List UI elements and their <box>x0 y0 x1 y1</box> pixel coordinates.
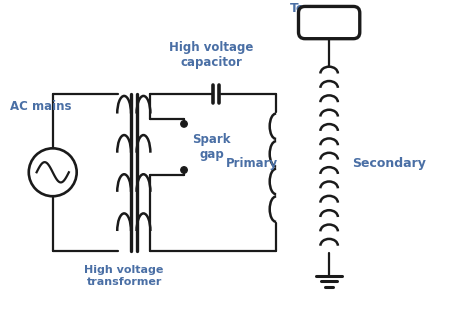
Text: High voltage
capacitor: High voltage capacitor <box>170 41 254 69</box>
Text: Primary: Primary <box>226 157 278 170</box>
Text: Torus: Torus <box>290 2 328 15</box>
Text: AC mains: AC mains <box>10 100 72 113</box>
Text: Secondary: Secondary <box>352 157 426 170</box>
Circle shape <box>181 167 187 173</box>
Text: Spark
gap: Spark gap <box>192 133 231 161</box>
FancyBboxPatch shape <box>299 6 360 39</box>
Text: High voltage
transformer: High voltage transformer <box>84 265 164 287</box>
Circle shape <box>181 121 187 127</box>
